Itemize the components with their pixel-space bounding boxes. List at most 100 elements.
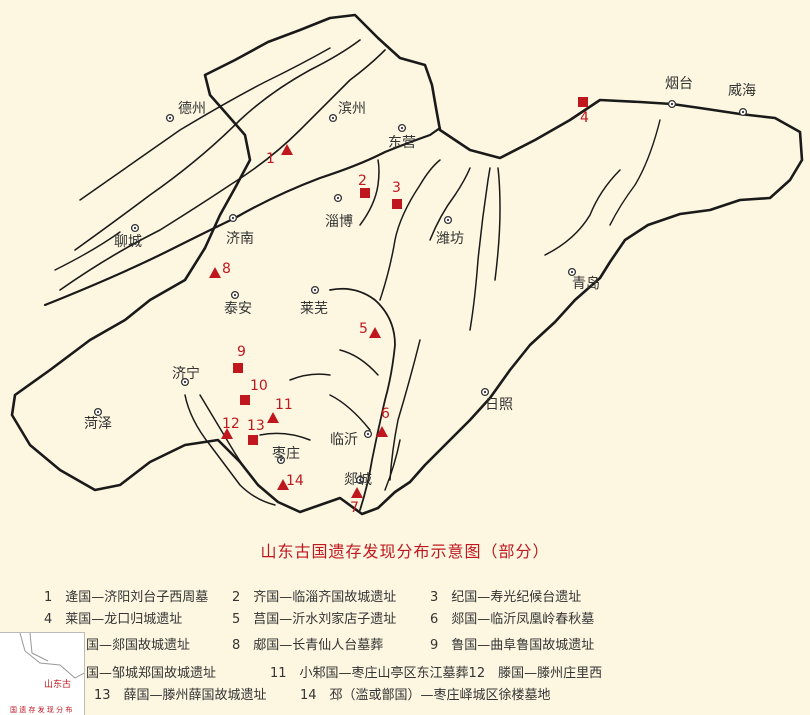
legend-row: 国—邹城郑国故城遗址 11 小邾国—枣庄山亭区东江墓葬12 滕国—滕州庄里西 xyxy=(0,662,810,682)
site-number: 6 xyxy=(381,406,390,422)
city-dot-center xyxy=(233,293,237,297)
city-weihai: 威海 xyxy=(728,83,756,117)
legend-item: 国—邹城郑国故城遗址 xyxy=(86,666,217,681)
site-14: 14 xyxy=(277,473,304,490)
city-laiwu: 莱芜 xyxy=(300,285,328,317)
city-heze: 菏泽 xyxy=(84,407,112,432)
inset-sub-label: 国 遗 存 发 现 分 布 xyxy=(10,706,73,714)
site-triangle-marker xyxy=(281,144,293,155)
site-number: 1 xyxy=(266,151,275,167)
site-square-marker xyxy=(360,188,370,198)
legend-item: 3 纪国—寿光纪候台遗址 xyxy=(430,590,582,605)
site-9: 9 xyxy=(233,344,246,373)
city-label: 烟台 xyxy=(665,76,693,92)
city-dot-center xyxy=(133,226,137,230)
site-triangle-marker xyxy=(351,487,363,498)
legend-row: 13 薛国—滕州薛国故城遗址 14 邳（滥或鄫国）—枣庄峄城区徐楼墓地 xyxy=(0,684,810,704)
site-square-marker xyxy=(240,395,250,405)
legend-item: 14 邳（滥或鄫国）—枣庄峄城区徐楼墓地 xyxy=(300,688,551,703)
city-label: 淄博 xyxy=(325,213,353,230)
city-dot-center xyxy=(168,116,172,120)
river xyxy=(494,167,501,281)
river xyxy=(544,169,621,256)
site-13: 13 xyxy=(247,418,265,445)
site-number: 5 xyxy=(359,321,368,337)
city-label: 济南 xyxy=(226,231,254,247)
site-square-marker xyxy=(233,363,243,373)
city-zibo: 淄博 xyxy=(325,193,353,230)
legend-item: 11 小邾国—枣庄山亭区东江墓葬12 滕国—滕州庄里西 xyxy=(270,666,603,681)
site-number: 8 xyxy=(222,261,231,277)
site-triangle-marker xyxy=(209,267,221,278)
river xyxy=(79,47,331,201)
city-zaozhuang: 枣庄 xyxy=(272,445,300,465)
site-7: 7 xyxy=(350,487,363,516)
city-taian: 泰安 xyxy=(224,290,252,317)
city-dot-center xyxy=(313,288,317,292)
city-label: 济宁 xyxy=(172,365,200,382)
city-dot-center xyxy=(446,218,450,222)
site-3: 3 xyxy=(392,180,402,209)
city-qingdao: 青岛 xyxy=(567,267,600,292)
site-triangle-marker xyxy=(369,327,381,338)
river xyxy=(329,394,371,431)
city-dot-center xyxy=(483,390,487,394)
city-label: 潍坊 xyxy=(436,231,464,247)
river xyxy=(339,349,379,376)
city-dot-center xyxy=(570,270,574,274)
inset-thumbnail: 山东古 国 遗 存 发 现 分 布 xyxy=(0,632,85,715)
site-8: 8 xyxy=(209,261,231,278)
city-label: 郯城 xyxy=(344,472,372,488)
city-jinan: 济南 xyxy=(226,213,254,247)
river xyxy=(54,231,121,271)
city-dot-center xyxy=(183,380,187,384)
city-dot-center xyxy=(231,216,235,220)
river xyxy=(184,394,276,506)
city-label: 聊城 xyxy=(114,234,142,250)
river xyxy=(289,373,331,381)
site-square-marker xyxy=(578,97,588,107)
city-weifang: 潍坊 xyxy=(436,215,464,247)
site-1: 1 xyxy=(266,144,293,167)
site-square-marker xyxy=(392,199,402,209)
site-4: 4 xyxy=(578,97,589,126)
site-number: 11 xyxy=(275,397,293,413)
inset-label: 山东古 xyxy=(44,680,72,690)
yellow-river xyxy=(43,126,442,307)
legend-item: 2 齐国—临淄齐国故城遗址 xyxy=(232,590,397,605)
site-number: 3 xyxy=(392,180,401,196)
city-label: 青岛 xyxy=(572,276,600,292)
city-dot-center xyxy=(358,478,362,482)
river xyxy=(359,159,380,226)
city-tancheng: 郯城 xyxy=(344,472,372,488)
city-dot-center xyxy=(670,102,674,106)
map-title: 山东古国遗存发现分布示意图（部分） xyxy=(260,542,550,561)
site-number: 13 xyxy=(247,418,265,434)
city-linyi: 临沂 xyxy=(330,429,373,448)
site-2: 2 xyxy=(358,173,370,198)
legend-item: 13 薛国—滕州薛国故城遗址 xyxy=(94,688,267,703)
city-dot-center xyxy=(331,116,335,120)
city-label: 枣庄 xyxy=(272,445,300,462)
legend-item: 5 莒国—沂水刘家店子遗址 xyxy=(232,612,397,627)
site-5: 5 xyxy=(359,321,381,338)
city-label: 日照 xyxy=(485,397,513,413)
river xyxy=(74,39,361,251)
city-dot-center xyxy=(741,110,745,114)
site-number: 14 xyxy=(286,473,304,489)
legend-item: 1 逄国—济阳刘台子西周墓 xyxy=(44,590,209,605)
city-dot-center xyxy=(336,196,340,200)
city-dot-center xyxy=(400,126,404,130)
river xyxy=(384,439,401,491)
site-number: 10 xyxy=(250,378,268,394)
site-triangle-marker xyxy=(267,412,279,423)
river xyxy=(199,394,251,476)
legend-row: 1 逄国—济阳刘台子西周墓 2 齐国—临淄齐国故城遗址 3 纪国—寿光纪候台遗址 xyxy=(0,586,810,606)
site-triangle-marker xyxy=(221,428,233,439)
site-number: 9 xyxy=(237,344,246,360)
city-label: 临沂 xyxy=(330,432,358,448)
legend-row: 国—郯国故城遗址 8 郕国—长青仙人台墓葬 9 鲁国—曲阜鲁国故城遗址 xyxy=(0,634,810,654)
site-11: 11 xyxy=(267,397,293,423)
legend-item: 9 鲁国—曲阜鲁国故城遗址 xyxy=(430,638,595,653)
inset-map xyxy=(19,633,84,679)
